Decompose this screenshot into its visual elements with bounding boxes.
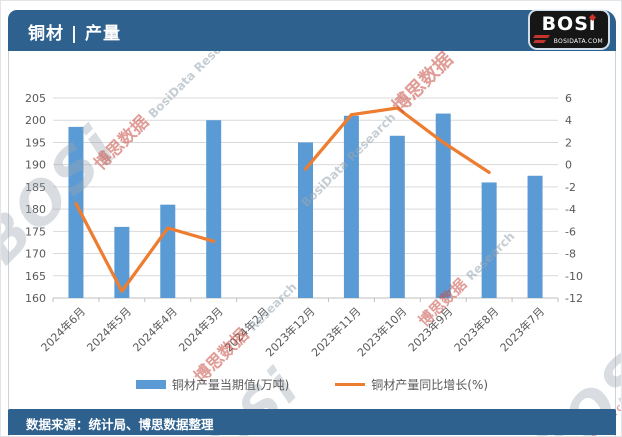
chart-legend: 铜材产量当期值(万吨) 铜材产量同比增长(%) — [1, 376, 621, 393]
card-frame — [8, 10, 616, 436]
page-title: 铜材 | 产量 — [28, 24, 122, 44]
line-swatch-icon — [335, 383, 366, 386]
logo-stripe-icon — [532, 40, 547, 43]
legend-item-line: 铜材产量同比增长(%) — [335, 376, 488, 393]
legend-item-bar: 铜材产量当期值(万吨) — [135, 376, 289, 393]
bar-swatch-icon — [135, 380, 166, 389]
bosi-logo: BOSi BOSIDATA.COM — [530, 11, 608, 48]
header-bar: 铜材 | 产量 BOSi BOSIDATA.COM — [8, 10, 616, 51]
footer-bar: 数据来源：统计局、博思数据整理 — [8, 409, 616, 435]
logo-stripe-icon — [532, 35, 551, 38]
bosi-logo-site: BOSIDATA.COM — [553, 38, 603, 45]
data-source: 数据来源：统计局、博思数据整理 — [26, 417, 214, 432]
bosi-logo-text: BOSi — [541, 13, 597, 35]
